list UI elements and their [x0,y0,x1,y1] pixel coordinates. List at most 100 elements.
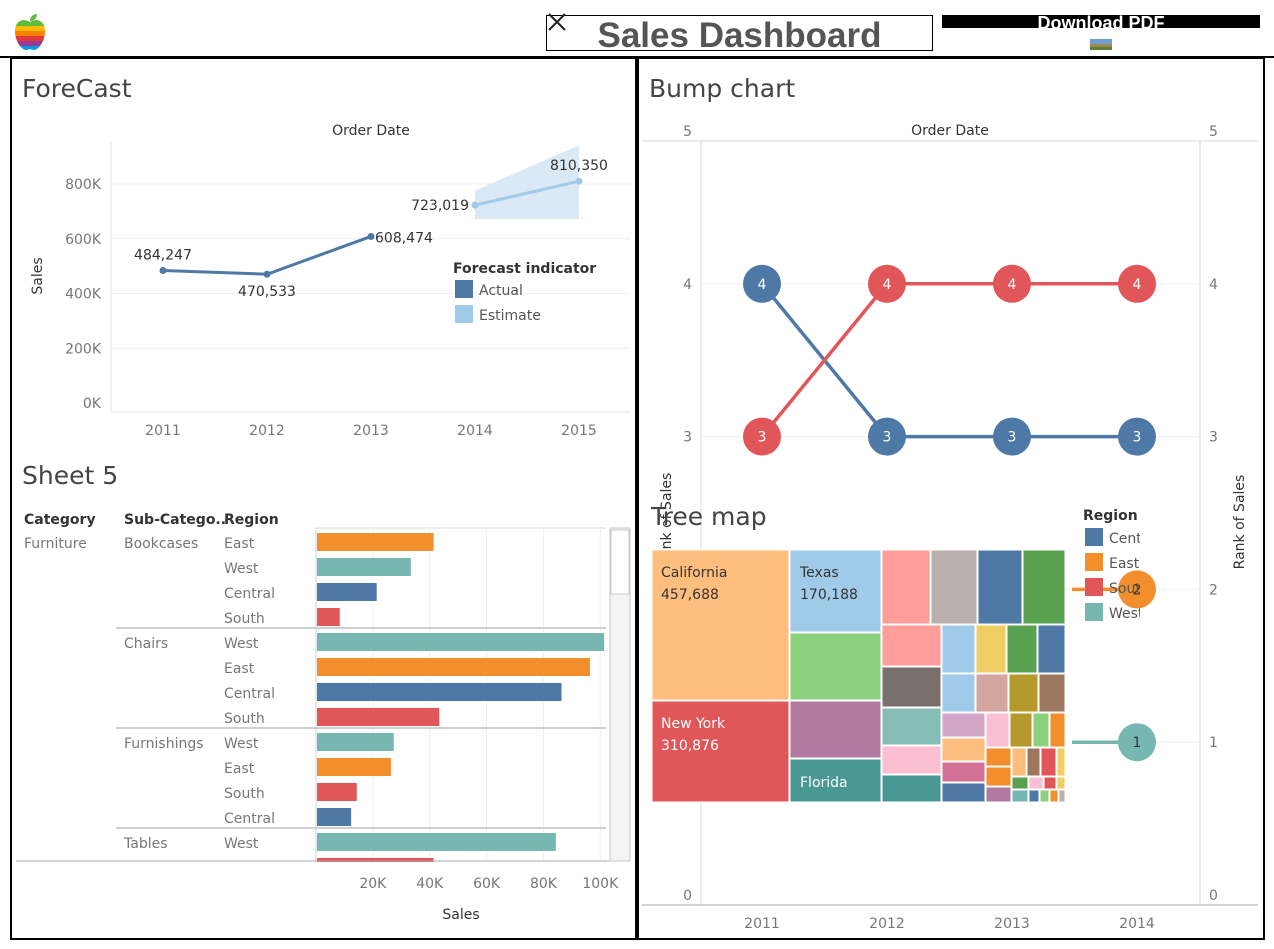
treemap-cell[interactable] [651,549,790,701]
treemap-cell[interactable] [1011,776,1029,790]
treemap-legend-title: Region [1083,508,1138,524]
sales-bar[interactable] [317,733,394,751]
treemap-cell[interactable] [789,758,882,803]
legend-item-west: West [1109,606,1140,622]
bump-rank-point[interactable] [868,417,906,456]
bump-rank-point[interactable] [1118,723,1156,762]
treemap-cell[interactable] [1038,673,1066,713]
forecast-actual-point[interactable] [263,270,271,278]
treemap-cell[interactable] [881,745,942,775]
treemap-cell[interactable] [930,549,978,625]
sales-bar[interactable] [317,708,440,726]
treemap-cell[interactable] [1056,747,1066,777]
treemap-cell[interactable] [789,632,882,701]
sales-bar[interactable] [317,608,340,626]
treemap-cell[interactable] [1011,747,1027,777]
close-icon[interactable] [547,12,567,32]
forecast-actual-point[interactable] [367,232,375,240]
forecast-actual-point[interactable] [159,266,167,274]
treemap-cell[interactable] [881,666,942,708]
treemap-cell[interactable] [1026,747,1041,777]
region-label: East [224,761,255,777]
sales-bar[interactable] [317,558,411,576]
bump-column-header: Order Date [911,123,989,139]
treemap-cell[interactable] [941,624,976,674]
forecast-x-tick: 2012 [249,423,285,439]
sheet5-scrollbar[interactable] [609,527,631,862]
bump-rank-label: 4 [1008,277,1017,293]
bump-rank-point[interactable] [743,417,781,456]
sales-bar[interactable] [317,658,590,676]
bump-y-tick-left: 5 [683,124,692,140]
bump-y-tick-left: 0 [683,888,692,904]
sales-bar[interactable] [317,783,357,801]
bump-y-tick-left: 4 [683,277,692,293]
treemap-cell[interactable] [789,549,882,633]
treemap-cell[interactable] [1037,624,1066,674]
download-pdf-button[interactable]: Download PDF [942,15,1260,28]
sales-bar[interactable] [317,808,352,826]
treemap-cell[interactable] [1008,673,1039,713]
treemap-cell[interactable] [1028,789,1040,803]
sales-bar[interactable] [317,858,434,876]
region-label: East [224,536,255,552]
treemap-cell[interactable] [1039,789,1050,803]
forecast-x-tick: 2013 [353,423,389,439]
treemap-cell[interactable] [789,700,882,759]
treemap-cell[interactable] [1049,789,1059,803]
bump-rank-point[interactable] [1118,417,1156,456]
treemap-cell[interactable] [1022,549,1066,625]
forecast-estimate-point[interactable] [471,201,479,209]
treemap-cell[interactable] [941,712,986,738]
treemap-cell[interactable] [941,761,986,783]
bump-rank-point[interactable] [1118,264,1156,303]
treemap-cell[interactable] [985,747,1012,767]
bump-rank-point[interactable] [868,264,906,303]
sales-bar[interactable] [317,683,562,701]
treemap-cell[interactable] [985,766,1012,787]
treemap-cell[interactable] [1043,776,1057,790]
treemap-cell[interactable] [975,673,1009,713]
treemap-cell[interactable] [975,624,1007,674]
sales-bar[interactable] [317,833,556,851]
treemap-cell[interactable] [1011,789,1029,803]
treemap-cell[interactable] [985,712,1010,748]
legend-swatch-east [1085,553,1103,571]
bump-rank-label: 3 [1008,430,1017,446]
treemap-cell[interactable] [941,782,986,803]
bump-rank-point[interactable] [743,264,781,303]
treemap-cell[interactable] [1028,776,1044,790]
region-label: South [224,786,265,802]
forecast-estimate-point[interactable] [575,177,583,185]
treemap-cell[interactable] [881,707,942,746]
treemap-cell[interactable] [1056,776,1066,790]
treemap-cell[interactable] [881,624,942,667]
bump-y-axis-label-right: Rank of Sales [1232,475,1248,570]
bump-rank-point[interactable] [993,417,1031,456]
treemap-cell[interactable] [1032,712,1050,748]
treemap-cell[interactable] [651,700,790,803]
treemap-cell[interactable] [1006,624,1038,674]
treemap-cell[interactable] [881,774,942,803]
forecast-data-label: 470,533 [238,284,296,300]
sheet5-scrollbar-thumb[interactable] [610,529,630,595]
treemap-cell[interactable] [977,549,1023,625]
treemap-cell[interactable] [985,786,1012,803]
sales-bar[interactable] [317,758,391,776]
treemap-chart: California 457,688 Texas 170,188 New York 310… [651,508,1140,803]
bump-x-tick: 2011 [744,916,780,932]
sales-bar[interactable] [317,533,434,551]
sales-bar[interactable] [317,583,377,601]
treemap-cell[interactable] [1049,712,1066,748]
treemap-cell[interactable] [881,549,931,625]
bump-rank-point[interactable] [993,264,1031,303]
treemap-cell[interactable] [1058,789,1066,803]
bump-rank-point[interactable] [1118,570,1156,609]
treemap-cell[interactable] [941,737,986,762]
treemap-cell[interactable] [941,673,976,713]
treemap-cell[interactable] [1009,712,1033,748]
treemap-cell[interactable] [1040,747,1057,777]
sales-bar[interactable] [317,633,605,651]
forecast-title: ForeCast [22,74,132,103]
forecast-x-tick: 2011 [145,423,181,439]
